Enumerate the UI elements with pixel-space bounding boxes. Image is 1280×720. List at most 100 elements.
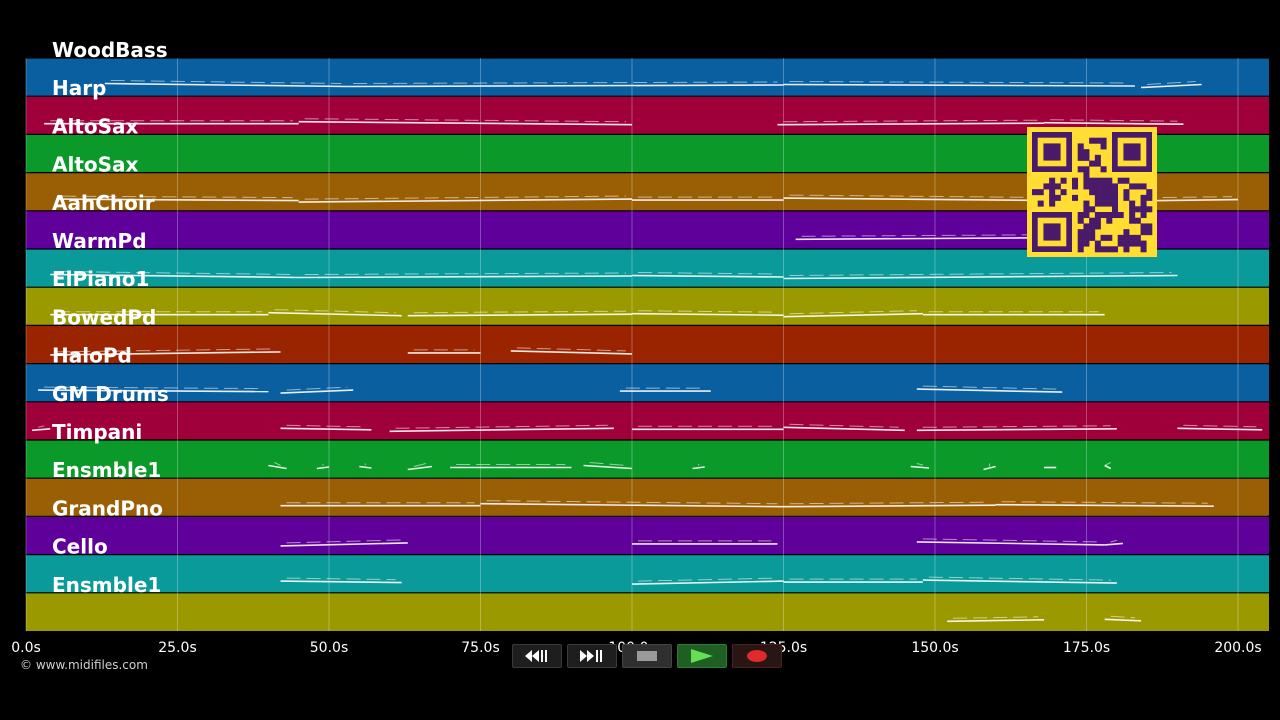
note-segment xyxy=(62,195,293,199)
note-segment xyxy=(274,462,281,466)
note-segment xyxy=(777,122,1045,126)
note-segment xyxy=(783,274,1178,280)
note-segment xyxy=(413,463,427,467)
track-label: GrandPno xyxy=(52,496,163,520)
note-segment xyxy=(280,389,354,394)
track-label: AahChoir xyxy=(52,191,155,215)
note-segment xyxy=(1050,119,1178,122)
note-segment xyxy=(50,351,281,356)
note-segment xyxy=(1122,196,1233,199)
track-lane xyxy=(26,516,1269,555)
note-segment xyxy=(1183,424,1257,428)
note-segment xyxy=(110,80,342,85)
note-segment xyxy=(298,275,633,279)
note-segment xyxy=(37,425,45,428)
note-segment xyxy=(795,237,1045,241)
record-button[interactable] xyxy=(732,644,782,668)
x-tick-label: 175.0s xyxy=(1063,640,1110,656)
note-segment xyxy=(407,465,433,471)
x-tick-label: 75.0s xyxy=(461,640,499,656)
note-segment xyxy=(516,347,627,352)
note-segment xyxy=(268,464,287,470)
play-icon xyxy=(691,649,713,663)
note-segment xyxy=(1110,615,1136,619)
track-lane xyxy=(26,592,1269,631)
note-segment xyxy=(395,424,608,429)
note-segment xyxy=(1044,121,1184,126)
note-segment xyxy=(1110,539,1117,543)
note-segment xyxy=(631,580,784,585)
note-segment xyxy=(1104,464,1112,470)
note-segment xyxy=(44,386,263,390)
note-segment xyxy=(631,274,784,278)
note-segment xyxy=(583,464,633,470)
note-segment xyxy=(789,423,899,428)
track-lane xyxy=(26,287,1269,326)
copyright-text: © www.midifiles.com xyxy=(20,658,148,672)
note-segment xyxy=(104,82,348,88)
qr-code xyxy=(1027,127,1157,257)
track-label: ElPiano1 xyxy=(52,267,149,291)
track-lane xyxy=(26,58,1269,97)
track-label: GM Drums xyxy=(52,382,169,406)
note-segment xyxy=(783,312,923,318)
note-segment xyxy=(280,542,408,547)
track-lane xyxy=(26,554,1269,593)
note-segment xyxy=(983,465,996,471)
note-segment xyxy=(1141,83,1202,89)
track-lane xyxy=(26,440,1269,479)
track-label: WoodBass xyxy=(52,38,168,62)
rewind-icon xyxy=(525,650,547,662)
note-segment xyxy=(637,272,778,275)
note-segment xyxy=(389,427,614,433)
track-label: Ensmble1 xyxy=(52,458,161,482)
record-icon xyxy=(747,650,767,662)
track-lane xyxy=(26,363,1269,402)
note-segment xyxy=(56,348,275,353)
note-segment xyxy=(286,577,396,581)
note-segment xyxy=(789,81,1129,84)
note-segment xyxy=(922,385,1057,390)
note-segment xyxy=(783,504,996,508)
note-segment xyxy=(995,503,1214,508)
note-segment xyxy=(1177,427,1263,431)
fast-forward-button[interactable] xyxy=(567,644,617,668)
note-segment xyxy=(789,272,1172,277)
note-segment xyxy=(480,502,784,508)
note-segment xyxy=(1104,618,1142,622)
note-segment xyxy=(922,425,1111,428)
note-segment xyxy=(692,466,705,470)
note-segment xyxy=(1104,462,1111,466)
note-segment xyxy=(268,311,402,317)
track-lane xyxy=(26,478,1269,517)
note-segment xyxy=(783,83,1135,87)
note-segment xyxy=(274,309,396,314)
x-tick-label: 0.0s xyxy=(11,640,41,656)
track-label: Harp xyxy=(52,76,106,100)
note-segment xyxy=(510,350,633,355)
stop-button[interactable] xyxy=(622,644,672,668)
note-segment xyxy=(1001,501,1208,504)
note-segment xyxy=(916,428,1117,432)
play-button[interactable] xyxy=(677,644,727,668)
track-lane xyxy=(26,325,1269,364)
x-tick-label: 25.0s xyxy=(158,640,196,656)
note-segment xyxy=(1104,542,1123,546)
rewind-button[interactable] xyxy=(512,644,562,668)
note-segment xyxy=(56,198,299,202)
track-label: Ensmble1 xyxy=(52,573,161,597)
track-lane xyxy=(26,401,1269,440)
note-segment xyxy=(928,576,1111,581)
note-segment xyxy=(783,426,905,432)
note-segment xyxy=(916,463,924,466)
track-label: HaloPd xyxy=(52,344,132,368)
note-segment xyxy=(347,84,784,88)
note-segment xyxy=(280,427,372,431)
x-tick-label: 150.0s xyxy=(911,640,958,656)
note-segment xyxy=(922,579,1117,584)
note-segment xyxy=(916,388,1063,393)
x-tick-label: 50.0s xyxy=(310,640,348,656)
track-label: WarmPd xyxy=(52,229,147,253)
note-segment xyxy=(947,619,1045,623)
note-segment xyxy=(304,195,627,200)
